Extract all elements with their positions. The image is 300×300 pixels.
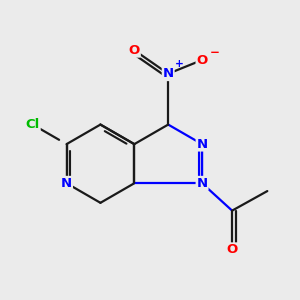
Text: N: N xyxy=(196,138,208,151)
Text: N: N xyxy=(163,67,174,80)
Text: O: O xyxy=(129,44,140,57)
Text: O: O xyxy=(226,243,238,256)
Text: Cl: Cl xyxy=(26,118,40,131)
Text: O: O xyxy=(196,53,208,67)
Text: N: N xyxy=(61,177,72,190)
Text: N: N xyxy=(196,177,208,190)
Text: −: − xyxy=(210,46,220,59)
Text: +: + xyxy=(175,59,184,69)
